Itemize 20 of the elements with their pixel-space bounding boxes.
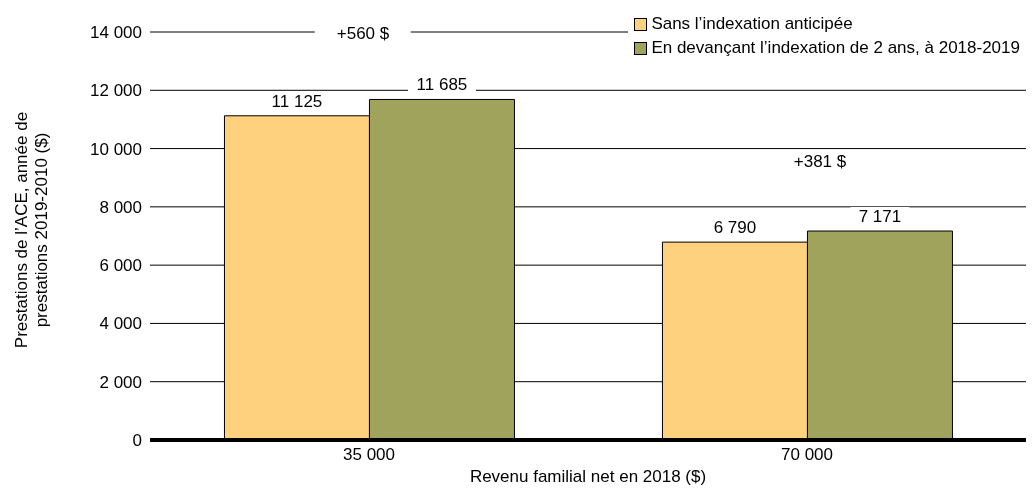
- y-tick-label: 14 000: [90, 23, 142, 43]
- legend-label: En devançant l’indexation de 2 ans, à 2018-2019: [651, 37, 1020, 59]
- legend-label: Sans l’indexation anticipée: [651, 13, 853, 35]
- annotation: +381 $: [771, 151, 869, 173]
- y-tick-label: 2 000: [99, 372, 142, 392]
- annotation: +560 $: [314, 23, 412, 45]
- data-label: 7 171: [858, 207, 902, 227]
- x-tick-label: 35 000: [343, 445, 395, 465]
- data-label: 6 790: [713, 218, 757, 238]
- x-tick-label: 70 000: [781, 445, 833, 465]
- y-tick-label: 10 000: [90, 139, 142, 159]
- x-axis-title: Revenu familial net en 2018 ($): [468, 466, 708, 488]
- y-tick-label: 12 000: [90, 81, 142, 101]
- data-label: 11 125: [271, 91, 323, 111]
- y-tick-label: 8 000: [99, 197, 142, 217]
- y-tick-label: 4 000: [99, 314, 142, 334]
- y-axis-title: Prestations de l’ACE, année de prestations 2019-2010 ($): [12, 110, 52, 351]
- y-tick-label: 6 000: [99, 256, 142, 276]
- data-label: 11 685: [416, 75, 468, 95]
- y-tick-label: 0: [132, 431, 142, 451]
